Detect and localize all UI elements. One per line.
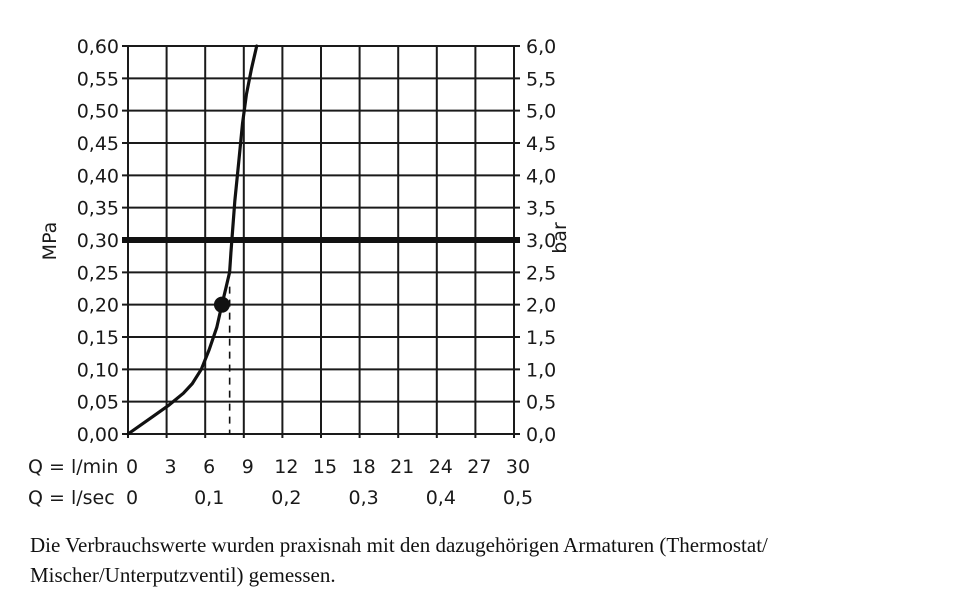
chart-labels: 0,00 0,00,05 0,50,10 1,00,15 1,50,20 2,00,25 2…	[28, 36, 556, 509]
x-lsec-tick-label: 0,4	[426, 487, 456, 509]
x-lsec-tick-label: 0,2	[271, 487, 301, 509]
y-left-tick-label: 0,00	[77, 424, 119, 446]
x-lmin-tick-label: 3	[165, 456, 177, 478]
x-lmin-tick-label: 12	[274, 456, 298, 478]
y-left-tick-label: 0,25	[77, 262, 119, 284]
caption-line-1: Die Verbrauchswerte wurden praxisnah mit…	[30, 533, 768, 557]
caption-line-2: Mischer/Unterputzventil) gemessen.	[30, 563, 336, 587]
x-lmin-tick-label: 24	[429, 456, 453, 478]
y-left-tick-label: 0,50	[77, 101, 119, 123]
y-right-tick-label: 4,5	[526, 133, 556, 155]
x-lmin-tick-label: 6	[203, 456, 215, 478]
y-left-tick-label: 0,60	[77, 36, 119, 58]
y-right-tick-label: 2,0	[526, 295, 556, 317]
y-right-tick-label: 6,0	[526, 36, 556, 58]
x-lsec-tick-label: 0,1	[194, 487, 224, 509]
chart-plot-area	[122, 44, 520, 436]
y-left-tick-label: 0,20	[77, 295, 119, 317]
y-right-tick-label: 3,5	[526, 198, 556, 220]
x-lmin-tick-label: 0	[126, 456, 138, 478]
x-lmin-tick-label: 15	[313, 456, 337, 478]
x-lsec-tick-label: 0,3	[348, 487, 378, 509]
y-right-tick-label: 1,0	[526, 359, 556, 381]
x-lsec-row-label: Q = l/sec	[28, 487, 115, 509]
y-left-tick-label: 0,30	[77, 230, 119, 252]
y-right-tick-label: 5,5	[526, 68, 556, 90]
x-lmin-tick-label: 30	[506, 456, 530, 478]
y-right-tick-label: 1,5	[526, 327, 556, 349]
y-right-tick-label: 4,0	[526, 165, 556, 187]
y-right-tick-label: 0,5	[526, 392, 556, 414]
x-lmin-tick-label: 21	[390, 456, 414, 478]
caption: Die Verbrauchswerte wurden praxisnah mit…	[30, 530, 930, 590]
y-left-tick-label: 0,15	[77, 327, 119, 349]
x-lmin-tick-label: 9	[242, 456, 254, 478]
flow-pressure-chart: 0,00 0,00,05 0,50,10 1,00,15 1,50,20 2,00,25 2…	[28, 36, 571, 509]
y-left-tick-label: 0,55	[77, 68, 119, 90]
y-right-tick-label: 5,0	[526, 101, 556, 123]
y-left-tick-label: 0,35	[77, 198, 119, 220]
x-lmin-tick-label: 27	[467, 456, 491, 478]
y-axis-left-label: MPa	[39, 222, 61, 261]
y-left-tick-label: 0,10	[77, 359, 119, 381]
flow-curve	[126, 44, 259, 436]
y-right-tick-label: 0,0	[526, 424, 556, 446]
x-lmin-row-label: Q = l/min	[28, 456, 118, 478]
y-left-tick-label: 0,40	[77, 165, 119, 187]
y-left-tick-label: 0,05	[77, 392, 119, 414]
x-lsec-tick-label: 0,5	[503, 487, 533, 509]
marker-point	[213, 296, 230, 313]
y-axis-right-label: bar	[549, 222, 571, 254]
x-lmin-tick-label: 18	[352, 456, 376, 478]
y-right-tick-label: 3,0	[526, 230, 556, 252]
x-lsec-tick-label: 0	[126, 487, 138, 509]
y-right-tick-label: 2,5	[526, 262, 556, 284]
y-left-tick-label: 0,45	[77, 133, 119, 155]
